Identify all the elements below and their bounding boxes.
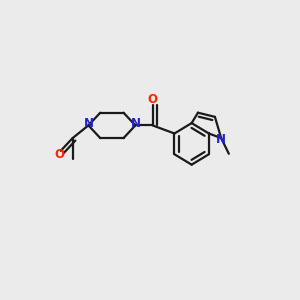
Text: N: N (216, 134, 226, 146)
Text: N: N (83, 117, 93, 130)
Text: O: O (54, 148, 64, 161)
Text: O: O (148, 93, 158, 106)
Text: N: N (130, 117, 140, 130)
